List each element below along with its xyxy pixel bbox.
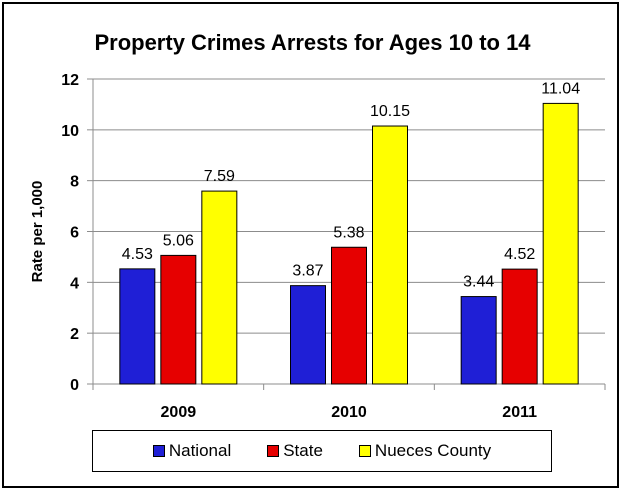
legend-swatch-national [152,445,165,457]
legend-item-state: State [267,441,323,461]
y-tick-label: 2 [70,326,79,343]
bar-nueces-county-2010 [372,125,408,385]
legend-item-nueces-county: Nueces County [358,441,492,461]
data-label: 5.38 [333,224,364,241]
legend-swatch-nueces-county [358,445,371,457]
x-tick-label: 2009 [161,404,197,421]
bar-national-2009 [119,268,156,385]
legend-swatch-state [267,445,280,457]
legend-label-nueces-county: Nueces County [374,441,492,460]
data-label: 10.15 [370,103,410,120]
chart-frame [2,2,619,488]
y-axis-title: Rate per 1,000 [29,181,46,283]
x-tick-label: 2011 [502,404,537,421]
x-tick-label: 2010 [331,404,367,421]
bar-national-2010 [290,285,326,385]
bar-nueces-county-2009 [201,190,238,385]
bar-state-2009 [160,254,197,385]
y-tick-label: 4 [70,275,79,292]
y-tick-label: 8 [70,174,79,191]
y-tick-label: 0 [70,377,79,394]
y-tick-label: 6 [70,225,79,242]
bar-national-2011 [460,296,497,385]
data-label: 3.44 [463,274,494,291]
data-label: 5.06 [163,232,194,249]
legend-label-national: National [168,441,232,460]
data-label: 11.04 [541,80,580,97]
y-tick-label: 10 [61,123,79,140]
bar-state-2010 [331,246,367,385]
bar-nueces-county-2011 [542,102,579,385]
data-label: 4.52 [504,246,535,263]
y-tick-label: 12 [61,72,79,89]
legend-item-national: National [152,441,232,461]
chart-legend: National State Nueces County [92,430,552,472]
legend-label-state: State [283,441,323,460]
data-label: 3.87 [292,263,323,280]
data-label: 4.53 [122,246,153,263]
chart-title: Property Crimes Arrests for Ages 10 to 1… [94,30,531,55]
data-label: 7.59 [204,168,235,185]
bar-state-2011 [501,268,538,385]
